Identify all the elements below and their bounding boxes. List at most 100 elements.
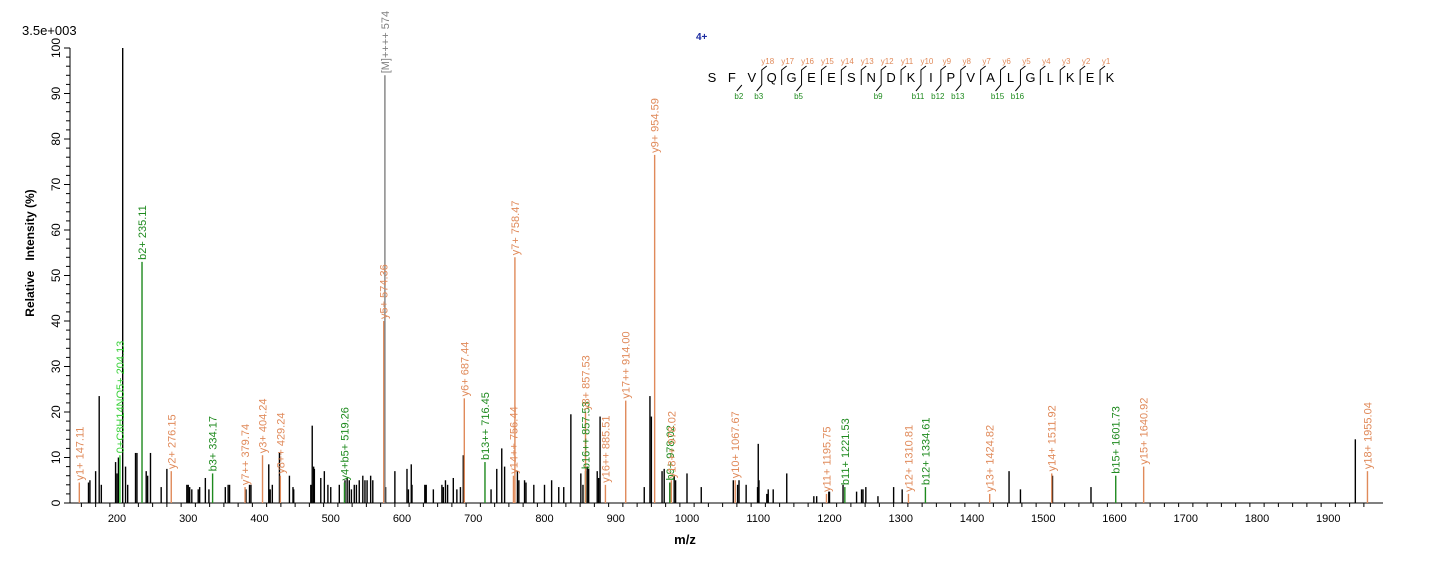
residue: D [886, 70, 895, 85]
peak-label: y17++ 914.00 [621, 331, 633, 398]
peak-label: b9+ 978.02 [665, 425, 677, 480]
y-ion-marker: y13 [861, 57, 874, 66]
residue: N [867, 70, 876, 85]
x-tick-label: 1100 [746, 513, 770, 525]
b-ion-marker: b12 [931, 92, 945, 101]
residue: L [1007, 70, 1014, 85]
peak-label: y18+ 1955.04 [1362, 402, 1374, 469]
x-tick-label: 1400 [960, 513, 984, 525]
residue: V [747, 70, 756, 85]
x-tick-label: 700 [464, 513, 482, 525]
y-ion-marker: y11 [901, 57, 914, 66]
y-ion-marker: y1 [1102, 57, 1111, 66]
peptide-sequence: 4+ [696, 30, 1126, 105]
x-tick-label: 400 [250, 513, 268, 525]
peak-label: y1+ 147.11 [74, 427, 86, 481]
y-ion-marker: y7 [982, 57, 991, 66]
x-tick-label: 1200 [817, 513, 841, 525]
b-ion-marker: b5 [794, 92, 803, 101]
y-tick-label: 80 [49, 132, 63, 146]
x-tick-label: 1900 [1316, 513, 1340, 525]
residue: K [907, 70, 916, 85]
peak-label: b3+ 334.17 [208, 416, 220, 471]
x-tick-label: 200 [108, 513, 126, 525]
peak-label: y5+ 574.36 [379, 264, 391, 319]
y-tick-label: 50 [49, 269, 63, 283]
peak-label: [M]++++ 574 [380, 11, 392, 73]
y-ion-marker: y4 [1042, 57, 1051, 66]
y-ion-marker: y17 [781, 57, 794, 66]
residue: E [827, 70, 836, 85]
y-ion-marker: y12 [881, 57, 894, 66]
y-ion-marker: y14 [841, 57, 854, 66]
peak-label: y11+ 1195.75 [821, 427, 833, 492]
peak-label: y7+ 758.47 [510, 201, 522, 256]
x-tick-label: 1600 [1102, 513, 1126, 525]
peak-label: b15+ 1601.73 [1111, 406, 1123, 474]
y-ion-marker: y15 [821, 57, 834, 66]
residue: K [1106, 70, 1115, 85]
residue: G [787, 70, 797, 85]
residue: Q [767, 70, 777, 85]
y-ion-marker: y16 [801, 57, 814, 66]
peak-label: b2+ 235.11 [137, 205, 149, 260]
b-ion-marker: b15 [991, 92, 1005, 101]
peak-annotations: y1+ 147.11 0+C8H14NO5+ 204.13 b2+ 235.11 y2… [74, 11, 1374, 492]
y-tick-label: 20 [49, 405, 63, 419]
x-tick-label: 800 [535, 513, 553, 525]
peak-label: y15+ 1640.92 [1139, 398, 1151, 465]
y-tick-label: 90 [49, 87, 63, 101]
peak-label: y4+b5+ 519.26 [339, 407, 351, 480]
residue: L [1047, 70, 1054, 85]
peak-label: b11+ 1221.53 [840, 418, 852, 485]
peak-label: y3+ 404.24 [258, 398, 270, 453]
y-ion-marker: y9 [943, 57, 952, 66]
peak-label: y16++ 885.51 [600, 416, 612, 483]
residue: I [929, 70, 933, 85]
b-ion-marker: b13 [951, 92, 965, 101]
peaks [78, 48, 1369, 503]
x-tick-label: 1800 [1245, 513, 1269, 525]
peak-label: y9+ 954.59 [650, 98, 662, 153]
residue: G [1025, 70, 1035, 85]
y-ion-marker: y18 [761, 57, 774, 66]
x-tick-label: 1300 [889, 513, 913, 525]
charge-state: 4+ [696, 32, 708, 43]
y-ion-marker: y5 [1022, 57, 1031, 66]
b-ion-marker: b16 [1011, 92, 1025, 101]
y-ion-marker: y8 [963, 57, 972, 66]
y-tick-label: 30 [49, 360, 63, 374]
y-axis-title: Relative Intensity (%) [23, 189, 37, 317]
b-ion-marker: b11 [912, 92, 925, 101]
peak-label: y12+ 1310.81 [903, 425, 915, 492]
y-ion-marker: y3 [1062, 57, 1071, 66]
b-ion-marker: b3 [754, 92, 763, 101]
x-tick-label: 500 [322, 513, 340, 525]
peak-label: b12+ 1334.61 [920, 417, 932, 485]
x-tick-label: 1000 [675, 513, 699, 525]
y-tick-label: 40 [49, 314, 63, 328]
peak-label: y2+ 276.15 [166, 414, 178, 469]
y-ion-marker: y10 [920, 57, 933, 66]
x-tick-label: 600 [393, 513, 411, 525]
peak-label: y8+ 857.53 [581, 355, 593, 410]
y-ion-marker: y6 [1002, 57, 1011, 66]
y-axis: 0 10 20 30 40 50 60 70 80 90 100 [49, 38, 71, 506]
peak-label: 0+C8H14NO5+ 204.13 [115, 341, 127, 454]
peak-label: y8++ 429.24 [275, 413, 287, 474]
x-axis: 200 300 400 500 600 700 800 900 1000 1100 1200 1300… [70, 502, 1383, 525]
residue: E [1086, 70, 1095, 85]
residue: F [728, 70, 736, 85]
b-ion-marker: b9 [874, 92, 883, 101]
peak-label: b13++ 716.45 [480, 392, 492, 460]
peak-label: y6+ 687.44 [459, 342, 471, 397]
b-ion-marker: b2 [734, 92, 743, 101]
residue: P [946, 70, 955, 85]
residue: S [847, 70, 856, 85]
x-tick-label: 1500 [1031, 513, 1055, 525]
peak-label: b16++ 857.53 [580, 401, 592, 469]
x-axis-title: m/z [674, 532, 696, 547]
intensity-scale-label: 3.5e+003 [22, 23, 77, 38]
y-tick-label: 60 [49, 223, 63, 237]
